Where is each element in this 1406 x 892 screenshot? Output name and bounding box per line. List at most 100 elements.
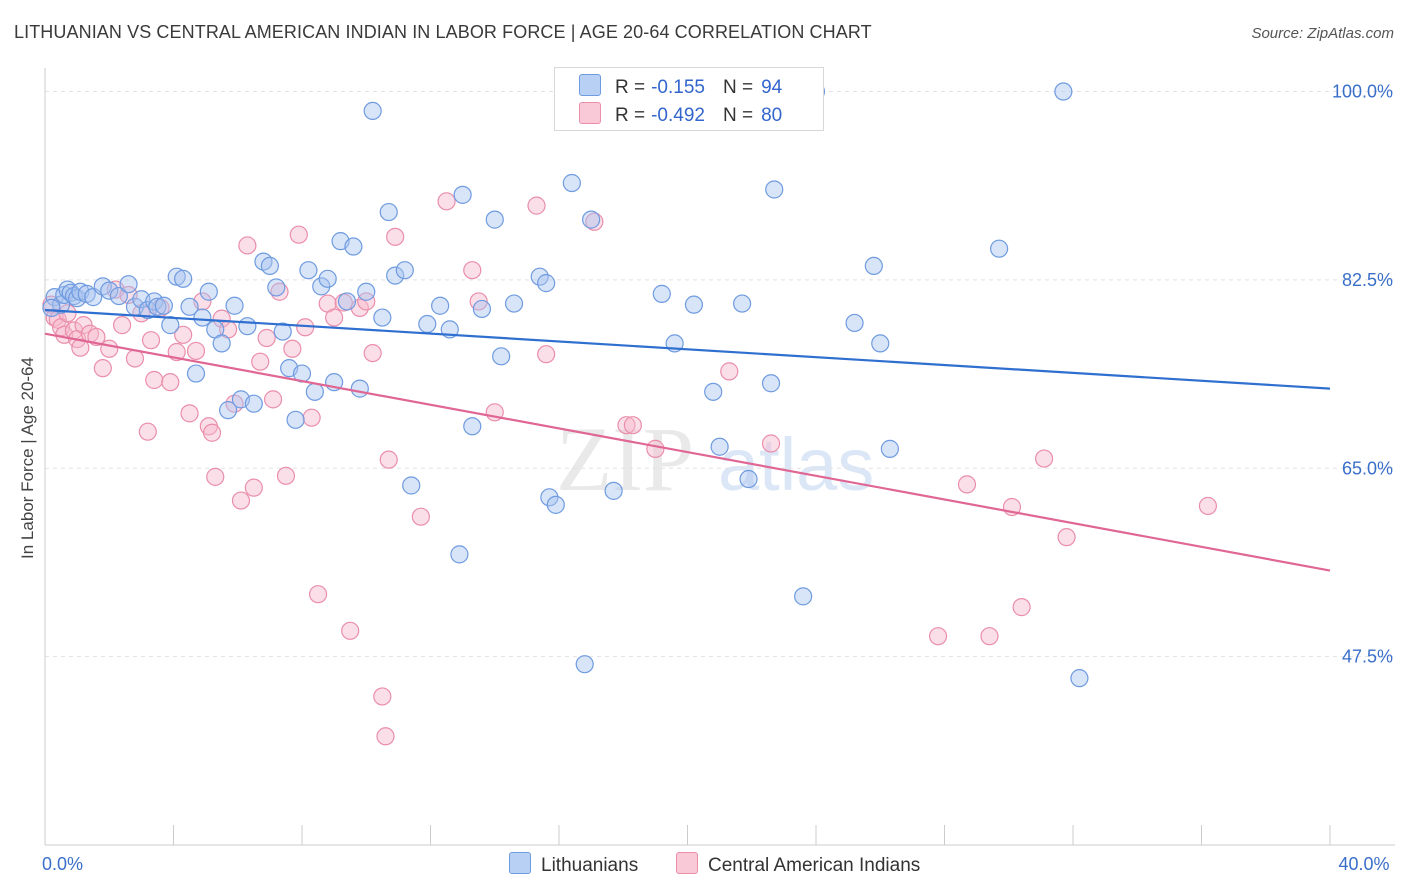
lithuanian-point (267, 278, 286, 297)
central-american-indian-point (373, 687, 392, 706)
legend-r-value: -0.492 (651, 105, 705, 126)
y-tick-label: 47.5% (1342, 647, 1393, 667)
lithuanian-point (575, 655, 594, 674)
central-american-indian-point (251, 352, 270, 371)
lithuanian-point (260, 256, 279, 276)
central-american-indian-point (1012, 598, 1031, 617)
lithuanian-point (431, 296, 450, 315)
gridlines (45, 91, 1395, 658)
lithuanian-point (710, 437, 729, 456)
central-american-indian-point (93, 359, 112, 378)
lithuanian-point (562, 173, 581, 193)
central-american-indian-point (100, 339, 119, 358)
bottom-legend-swatch-pink (676, 852, 698, 874)
lithuanian-point (373, 308, 392, 327)
lithuanian-point (145, 292, 164, 311)
lithuanian-point (273, 322, 292, 341)
lithuanian-point (652, 284, 671, 303)
central-american-indian-point (437, 192, 456, 211)
central-american-indian-point (202, 423, 222, 442)
lithuanian-point (386, 266, 405, 285)
lithuanian-point (357, 282, 376, 301)
lithuanian-point (418, 314, 437, 334)
lithuanian-point (845, 313, 864, 333)
central-american-indian-point (357, 292, 376, 311)
central-american-indian-point (138, 422, 157, 441)
legend-n-value: 94 (761, 77, 783, 98)
lithuanian-point (350, 379, 369, 398)
central-american-indian-point (1034, 449, 1054, 468)
central-american-indian-point (276, 466, 296, 485)
bottom-legend-label: Lithuanians (541, 855, 639, 876)
central-american-indian-point (617, 416, 636, 435)
lithuanian-point (219, 401, 238, 420)
central-american-indian-point (263, 390, 283, 409)
lithuanian-point (546, 495, 565, 514)
legend-row-central-american-indians: R = -0.492 N = 80 (579, 102, 782, 128)
lithuanian-point (100, 281, 119, 300)
lithuanian-point (42, 298, 61, 317)
lithuanian-point (450, 545, 469, 564)
lithuanian-point (212, 334, 231, 353)
lithuanian-point (363, 101, 382, 121)
lithuanian-point (225, 296, 244, 315)
legend-r-value: -0.155 (651, 77, 705, 98)
central-american-indian-point (308, 585, 328, 604)
lithuanian-point (337, 292, 357, 311)
lithuanian-point (238, 317, 257, 336)
lithuanian-point (379, 202, 398, 222)
watermark: ZIP atlas (556, 408, 874, 510)
lithuanian-point (765, 180, 784, 199)
source-label: Source: ZipAtlas.com (1251, 25, 1394, 42)
central-american-indian-point (283, 339, 302, 358)
central-american-indian-point (386, 227, 405, 246)
central-american-indian-point (87, 327, 106, 347)
central-american-indian-point (363, 343, 382, 363)
lithuanian-point (312, 277, 331, 296)
lithuanian-point (286, 410, 305, 429)
watermark-atlas: atlas (718, 423, 874, 506)
lithuanian-point (402, 476, 421, 495)
legend-swatch-blue (579, 74, 601, 96)
y-tick-label: 65.0% (1342, 458, 1393, 478)
central-american-indian-point (325, 308, 344, 327)
lithuanian-point (174, 269, 193, 288)
lithuanian-point (530, 267, 549, 286)
y-tick-label: 100.0% (1332, 82, 1393, 102)
lithuanian-point (1070, 669, 1089, 688)
lithuanian-point (492, 347, 511, 366)
central-american-indian-point (244, 478, 263, 497)
lithuanian-point (864, 256, 883, 276)
legend-row-lithuanians: R = -0.155 N = 94 (579, 74, 782, 100)
lithuanian-point (761, 374, 781, 393)
lithuanian-point (453, 185, 472, 204)
lithuanian-point (540, 488, 559, 507)
lithuanian-point (739, 469, 758, 489)
central-american-indian-point (206, 467, 225, 486)
lithuanian-point (990, 239, 1009, 258)
central-american-indian-point (928, 627, 948, 646)
lithuanian-point (148, 297, 167, 316)
central-american-indian-point (231, 491, 251, 510)
central-american-indian-point (141, 331, 161, 350)
lithuanian-point (704, 382, 723, 401)
axes (44, 68, 1395, 846)
lithuanian-point (733, 294, 752, 313)
central-american-indian-point (212, 309, 231, 328)
legend-r-label: R = (615, 77, 646, 98)
central-american-indians-trend-line (44, 332, 1331, 572)
lithuanian-point (51, 295, 71, 314)
bottom-legend-label: Central American Indians (708, 855, 921, 876)
central-american-indian-point (161, 373, 180, 392)
x-tick-label: 0.0% (42, 854, 83, 874)
central-american-indian-point (379, 450, 398, 469)
central-american-indian-point (112, 316, 132, 335)
central-american-indian-point (302, 408, 321, 427)
lithuanian-point (299, 261, 318, 280)
stats-legend: R = -0.155 N = 94 R = -0.492 N = 80 (554, 67, 824, 131)
central-american-indian-point (145, 370, 164, 390)
tick-labels: 100.0% 82.5% 65.0% 47.5% 0.0% 40.0% (42, 82, 1393, 874)
lithuanian-point (180, 297, 199, 316)
central-american-indian-point (646, 439, 665, 458)
